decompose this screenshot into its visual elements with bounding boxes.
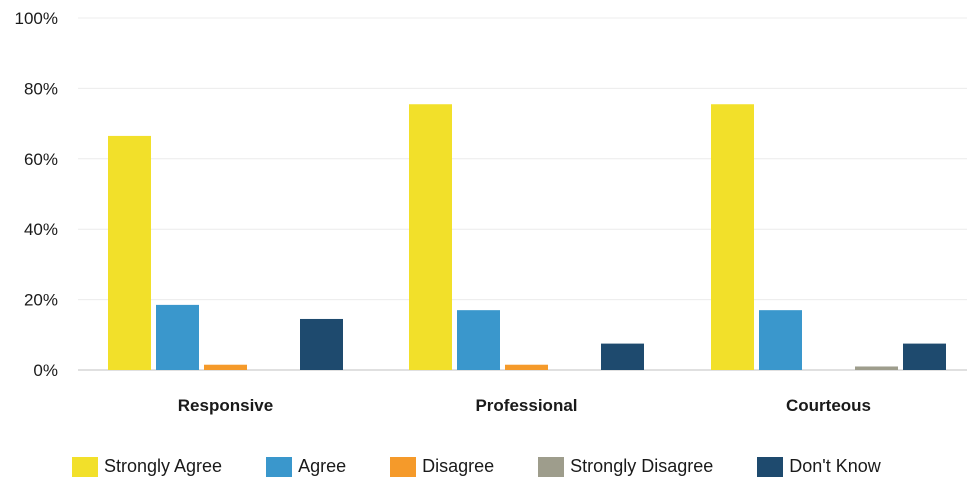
legend-label-dont-know: Don't Know [789, 456, 881, 476]
legend-label-strongly-disagree: Strongly Disagree [570, 456, 714, 476]
bar [759, 310, 802, 370]
y-tick-label: 60% [24, 150, 58, 169]
y-tick-label: 80% [24, 79, 58, 98]
legend-item-strongly-agree: Strongly Agree [72, 456, 222, 477]
legend-label-strongly-agree: Strongly Agree [104, 456, 223, 476]
bar [300, 318, 343, 370]
bar [457, 310, 500, 370]
bar [711, 104, 754, 371]
legend-swatch-agree [266, 456, 293, 477]
bar [903, 343, 946, 370]
y-tick-label: 0% [33, 361, 58, 380]
bar [204, 364, 247, 370]
legend-swatch-dont-know [757, 456, 784, 477]
x-tick-label: Courteous [786, 396, 871, 415]
bar [156, 304, 199, 370]
bar [855, 366, 898, 370]
legend-item-strongly-disagree: Strongly Disagree [538, 456, 713, 477]
y-tick-label: 100% [15, 9, 58, 28]
legend-swatch-disagree [390, 456, 417, 477]
y-tick-label: 20% [24, 291, 58, 310]
legend: Strongly Agree Agree Disagree Strongly D… [72, 456, 881, 477]
x-tick-label: Responsive [178, 396, 273, 415]
legend-item-disagree: Disagree [390, 456, 494, 477]
bar [409, 104, 452, 371]
y-tick-label: 40% [24, 220, 58, 239]
bar [505, 364, 548, 370]
bar [601, 343, 644, 370]
bar [108, 135, 151, 370]
legend-label-disagree: Disagree [422, 456, 495, 476]
legend-label-agree: Agree [298, 456, 347, 476]
legend-swatch-strongly-agree [72, 456, 98, 477]
legend-swatch-strongly-disagree [538, 456, 565, 477]
x-tick-label: Professional [475, 396, 577, 415]
legend-item-dont-know: Don't Know [757, 456, 881, 477]
legend-item-agree: Agree [266, 456, 346, 477]
